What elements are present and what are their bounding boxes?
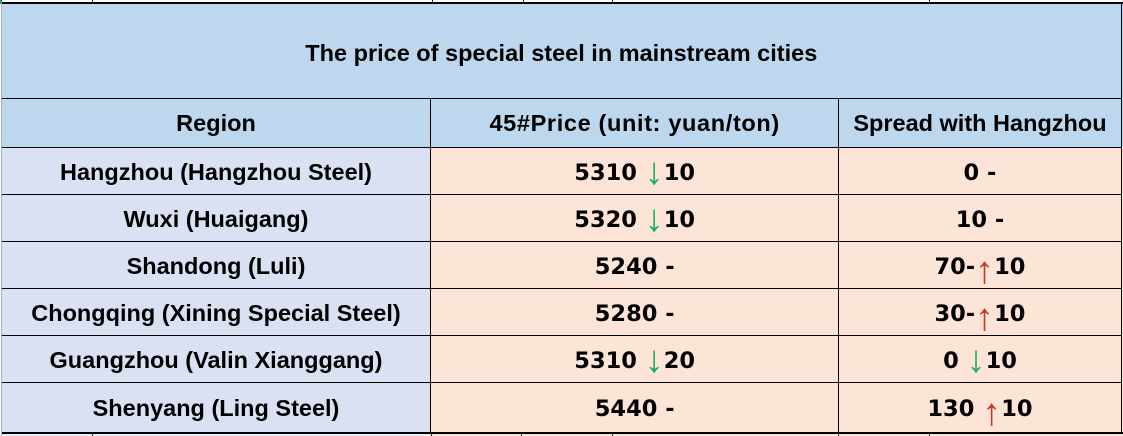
spread-cell-row-2[interactable]: 10 - xyxy=(839,195,1121,241)
spread-text: 130 xyxy=(927,396,983,423)
sheet-gridline-left xyxy=(1,3,3,436)
price-value: 5310 ↓10 xyxy=(574,153,696,191)
gridline-tick xyxy=(92,0,94,3)
spread-text: 10 - xyxy=(955,206,1005,233)
table-title: The price of special steel in mainstream… xyxy=(305,39,818,66)
region-label: Guangzhou (Valin Xianggang) xyxy=(49,346,383,373)
price-value: 5240 - xyxy=(595,254,675,280)
header-cell-price[interactable]: 45#Price (unit: yuan/ton) xyxy=(431,99,838,147)
next-row-sliver-region xyxy=(2,433,430,436)
region-cell-row-4[interactable]: Chongqing (Xining Special Steel) xyxy=(2,289,430,335)
gridline-tick xyxy=(92,433,94,436)
price-value: 5320 ↓10 xyxy=(574,200,696,238)
spread-cell-row-6[interactable]: 130 ↑10 xyxy=(839,383,1121,432)
spread-down-arrow: ↓ xyxy=(966,339,986,382)
price-text: 5240 - xyxy=(594,253,675,280)
gridline-tick xyxy=(523,0,525,3)
spread-text: 0 - xyxy=(963,159,997,186)
spread-text: 10 xyxy=(1001,396,1033,423)
header-cell-region[interactable]: Region xyxy=(2,99,430,147)
price-text: 5280 - xyxy=(594,300,675,327)
gridline-tick xyxy=(929,433,931,436)
spread-text: 10 xyxy=(994,300,1026,327)
region-cell-row-3[interactable]: Shandong (Luli) xyxy=(2,242,430,288)
spread-cell-row-4[interactable]: 30-↑10 xyxy=(839,289,1121,337)
region-cell-row-5[interactable]: Guangzhou (Valin Xianggang) xyxy=(2,336,430,382)
spread-value: 0 ↓10 xyxy=(943,341,1017,379)
header-label-spread: Spread with Hangzhou xyxy=(853,109,1107,136)
header-label-region: Region xyxy=(176,109,256,136)
header-label-price: 45#Price (unit: yuan/ton) xyxy=(489,109,780,136)
table-border-extension-bottom xyxy=(1121,431,1123,434)
spread-value: 70-↑10 xyxy=(934,252,1026,290)
price-text: 5310 xyxy=(574,347,645,374)
price-cell-row-4[interactable]: 5280 - xyxy=(431,289,838,335)
region-cell-row-1[interactable]: Hangzhou (Hangzhou Steel) xyxy=(2,148,430,194)
header-cell-spread[interactable]: Spread with Hangzhou xyxy=(839,99,1121,147)
region-label: Chongqing (Xining Special Steel) xyxy=(31,299,401,326)
region-label: Shenyang (Ling Steel) xyxy=(92,395,340,422)
selection-corner-nub xyxy=(0,0,2,4)
price-down-arrow: ↓ xyxy=(644,198,664,241)
spread-up-arrow: ↑ xyxy=(982,392,1002,435)
region-cell-row-6[interactable]: Shenyang (Ling Steel) xyxy=(2,383,430,432)
spread-text: 30- xyxy=(934,300,976,327)
price-text: 5440 - xyxy=(594,396,675,423)
next-col-sliver-header xyxy=(1121,4,1123,147)
region-cell-row-2[interactable]: Wuxi (Huaigang) xyxy=(2,195,430,241)
price-value: 5440 - xyxy=(595,396,675,422)
price-down-arrow: ↓ xyxy=(644,339,664,382)
gridline-tick xyxy=(612,0,614,3)
price-cell-row-6[interactable]: 5440 - xyxy=(431,383,838,432)
next-col-sliver-values xyxy=(1121,147,1123,431)
spread-up-arrow: ↑ xyxy=(975,249,995,292)
spread-cell-row-1[interactable]: 0 - xyxy=(839,148,1121,194)
table-border-extension-top xyxy=(1121,2,1123,5)
gridline-tick xyxy=(838,433,840,436)
price-cell-row-3[interactable]: 5240 - xyxy=(431,242,838,288)
gridline-tick xyxy=(431,433,433,436)
spread-text: 0 xyxy=(943,347,967,374)
spread-up-arrow: ↑ xyxy=(975,296,995,339)
price-text: 10 xyxy=(663,206,696,233)
spread-value: 10 - xyxy=(956,207,1004,233)
gridline-tick xyxy=(929,0,931,3)
price-text: 20 xyxy=(663,347,696,374)
spread-value: 130 ↑10 xyxy=(927,394,1033,432)
gridline-tick xyxy=(612,433,614,436)
price-down-arrow: ↓ xyxy=(644,151,664,194)
price-text: 5320 xyxy=(574,206,645,233)
spread-text: 10 xyxy=(994,253,1026,280)
region-label: Shandong (Luli) xyxy=(126,252,306,279)
spread-cell-row-3[interactable]: 70-↑10 xyxy=(839,242,1121,290)
price-text: 10 xyxy=(663,159,696,186)
price-text: 5310 xyxy=(574,159,645,186)
price-cell-row-5[interactable]: 5310 ↓20 xyxy=(431,336,838,382)
gridline-tick xyxy=(432,0,434,3)
spread-value: 30-↑10 xyxy=(934,299,1026,337)
spread-text: 70- xyxy=(934,253,976,280)
price-value: 5280 - xyxy=(595,301,675,327)
spread-value: 0 - xyxy=(964,160,997,186)
table-title-cell[interactable]: The price of special steel in mainstream… xyxy=(2,4,1121,98)
region-label: Wuxi (Huaigang) xyxy=(123,205,309,232)
price-cell-row-2[interactable]: 5320 ↓10 xyxy=(431,195,838,241)
gridline-tick xyxy=(521,433,523,436)
spread-cell-row-5[interactable]: 0 ↓10 xyxy=(839,336,1121,382)
price-value: 5310 ↓20 xyxy=(574,341,696,379)
region-label: Hangzhou (Hangzhou Steel) xyxy=(59,158,372,185)
price-cell-row-1[interactable]: 5310 ↓10 xyxy=(431,148,838,194)
spread-text: 10 xyxy=(985,347,1017,374)
next-row-sliver-values xyxy=(430,433,1123,436)
